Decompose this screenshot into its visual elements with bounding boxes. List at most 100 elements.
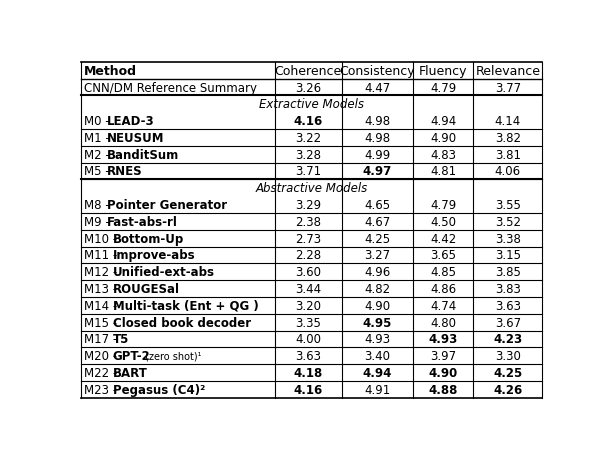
- Text: Pointer Generator: Pointer Generator: [107, 199, 227, 212]
- Text: LEAD-3: LEAD-3: [107, 115, 154, 128]
- Text: 3.44: 3.44: [295, 282, 321, 295]
- Text: BanditSum: BanditSum: [107, 148, 179, 161]
- Text: M10 -: M10 -: [84, 232, 121, 245]
- Text: 3.22: 3.22: [295, 131, 321, 144]
- Text: Pegasus (C4)²: Pegasus (C4)²: [112, 383, 205, 396]
- Text: GPT-2: GPT-2: [112, 350, 150, 363]
- Text: 4.99: 4.99: [364, 148, 390, 161]
- Text: 4.93: 4.93: [364, 333, 390, 346]
- Text: 2.38: 2.38: [295, 215, 321, 228]
- Text: Consistency: Consistency: [340, 64, 415, 78]
- Text: 4.90: 4.90: [364, 299, 390, 312]
- Text: 3.63: 3.63: [495, 299, 521, 312]
- Text: 4.74: 4.74: [430, 299, 457, 312]
- Text: NEUSUM: NEUSUM: [107, 131, 164, 144]
- Text: 3.29: 3.29: [295, 199, 321, 212]
- Text: 4.96: 4.96: [364, 266, 390, 279]
- Text: M11 -: M11 -: [84, 249, 121, 262]
- Text: 4.16: 4.16: [294, 115, 323, 128]
- Text: 4.90: 4.90: [430, 131, 456, 144]
- Text: M13 -: M13 -: [84, 282, 121, 295]
- Text: 4.97: 4.97: [363, 165, 392, 178]
- Text: 4.23: 4.23: [493, 333, 522, 346]
- Text: 4.79: 4.79: [430, 199, 457, 212]
- Text: Fluency: Fluency: [419, 64, 468, 78]
- Text: 4.94: 4.94: [363, 366, 392, 379]
- Text: Extractive Models: Extractive Models: [259, 98, 364, 111]
- Text: BART: BART: [112, 366, 148, 379]
- Text: M0 -: M0 -: [84, 115, 113, 128]
- Text: 4.86: 4.86: [430, 282, 456, 295]
- Text: Abstractive Models: Abstractive Models: [255, 182, 368, 195]
- Text: 3.20: 3.20: [295, 299, 321, 312]
- Text: 3.83: 3.83: [495, 282, 521, 295]
- Text: 4.79: 4.79: [430, 81, 457, 94]
- Text: 4.85: 4.85: [430, 266, 456, 279]
- Text: 3.67: 3.67: [495, 316, 521, 329]
- Text: 4.06: 4.06: [495, 165, 521, 178]
- Text: 4.83: 4.83: [430, 148, 456, 161]
- Text: Coherence: Coherence: [274, 64, 342, 78]
- Text: Method: Method: [84, 64, 137, 78]
- Text: 4.00: 4.00: [295, 333, 321, 346]
- Text: Unified-ext-abs: Unified-ext-abs: [112, 266, 215, 279]
- Text: 3.26: 3.26: [295, 81, 321, 94]
- Text: CNN/DM Reference Summary: CNN/DM Reference Summary: [84, 81, 257, 94]
- Text: 3.81: 3.81: [495, 148, 521, 161]
- Text: 3.40: 3.40: [364, 350, 390, 363]
- Text: Relevance: Relevance: [475, 64, 541, 78]
- Text: 3.27: 3.27: [364, 249, 390, 262]
- Text: M12 -: M12 -: [84, 266, 121, 279]
- Text: Improve-abs: Improve-abs: [112, 249, 195, 262]
- Text: M22 -: M22 -: [84, 366, 121, 379]
- Text: M14 -: M14 -: [84, 299, 121, 312]
- Text: 4.81: 4.81: [430, 165, 456, 178]
- Text: 4.26: 4.26: [493, 383, 522, 396]
- Text: 2.28: 2.28: [295, 249, 321, 262]
- Text: 4.98: 4.98: [364, 131, 390, 144]
- Text: 4.50: 4.50: [430, 215, 456, 228]
- Text: Fast-abs-rl: Fast-abs-rl: [107, 215, 178, 228]
- Text: 4.25: 4.25: [493, 366, 522, 379]
- Text: RNES: RNES: [107, 165, 142, 178]
- Text: 4.47: 4.47: [364, 81, 390, 94]
- Text: 3.85: 3.85: [495, 266, 521, 279]
- Text: 3.63: 3.63: [295, 350, 321, 363]
- Text: 3.28: 3.28: [295, 148, 321, 161]
- Text: 4.90: 4.90: [429, 366, 458, 379]
- Text: Closed book decoder: Closed book decoder: [112, 316, 250, 329]
- Text: M2 -: M2 -: [84, 148, 114, 161]
- Text: Bottom-Up: Bottom-Up: [112, 232, 184, 245]
- Text: 3.60: 3.60: [295, 266, 321, 279]
- Text: Multi-task (Ent + QG ): Multi-task (Ent + QG ): [112, 299, 258, 312]
- Text: M17 -: M17 -: [84, 333, 121, 346]
- Text: 3.65: 3.65: [430, 249, 456, 262]
- Text: 4.67: 4.67: [364, 215, 390, 228]
- Text: M20 -: M20 -: [84, 350, 121, 363]
- Text: ROUGESal: ROUGESal: [112, 282, 179, 295]
- Text: 3.52: 3.52: [495, 215, 521, 228]
- Text: 4.95: 4.95: [363, 316, 392, 329]
- Text: 3.55: 3.55: [495, 199, 521, 212]
- Text: T5: T5: [112, 333, 129, 346]
- Text: M15 -: M15 -: [84, 316, 121, 329]
- Text: 4.98: 4.98: [364, 115, 390, 128]
- Text: 4.82: 4.82: [364, 282, 390, 295]
- Text: 4.80: 4.80: [430, 316, 456, 329]
- Text: 4.16: 4.16: [294, 383, 323, 396]
- Text: 4.91: 4.91: [364, 383, 390, 396]
- Text: M9 -: M9 -: [84, 215, 114, 228]
- Text: M23 -: M23 -: [84, 383, 121, 396]
- Text: 3.38: 3.38: [495, 232, 521, 245]
- Text: 3.30: 3.30: [495, 350, 521, 363]
- Text: 4.88: 4.88: [429, 383, 458, 396]
- Text: 4.42: 4.42: [430, 232, 457, 245]
- Text: 4.18: 4.18: [294, 366, 323, 379]
- Text: 3.71: 3.71: [295, 165, 321, 178]
- Text: 4.94: 4.94: [430, 115, 457, 128]
- Text: (zero shot)¹: (zero shot)¹: [142, 351, 201, 361]
- Text: M8 -: M8 -: [84, 199, 113, 212]
- Text: 4.65: 4.65: [364, 199, 390, 212]
- Text: 3.77: 3.77: [495, 81, 521, 94]
- Text: 2.73: 2.73: [295, 232, 321, 245]
